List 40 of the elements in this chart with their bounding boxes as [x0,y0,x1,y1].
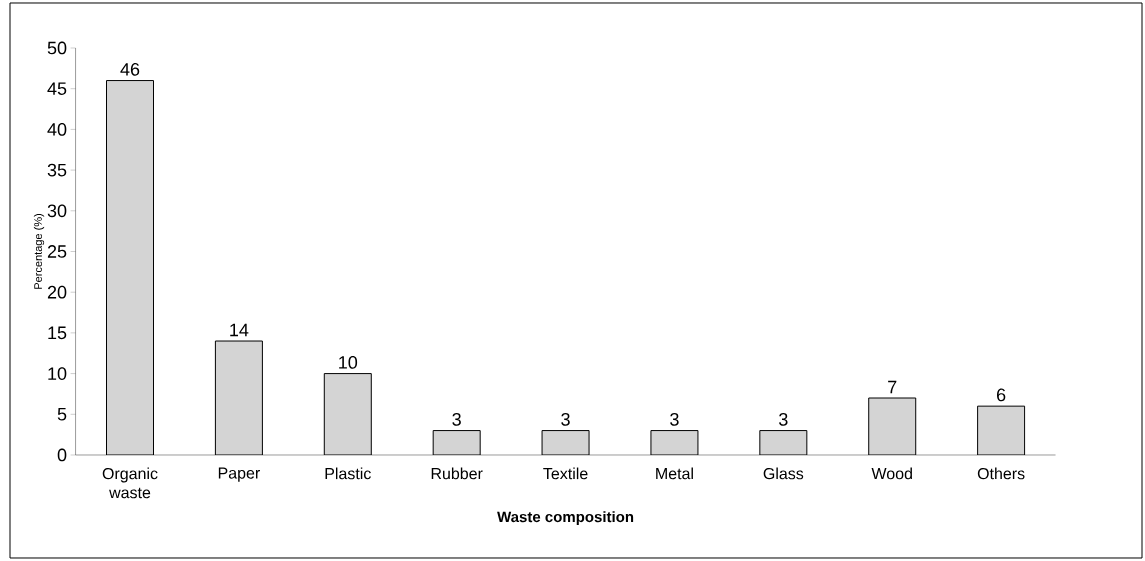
y-tick-label: 50 [47,41,67,55]
x-tick-label: Glass [763,467,804,480]
x-tick-label: Organic waste [102,467,158,499]
bar [323,373,372,455]
data-label: 3 [452,412,461,426]
y-tick-label: 40 [47,123,67,136]
bar [106,80,155,455]
x-tick-label: Textile [543,467,588,480]
x-tick-label: Paper [218,467,260,482]
y-tick-label: 5 [57,408,67,421]
bar [214,340,263,455]
bar [650,430,699,455]
x-tick-label: Others [977,467,1025,480]
y-tick-label: 0 [57,448,67,462]
data-label: 46 [120,62,140,76]
bar [977,405,1026,455]
data-label: 3 [670,412,679,426]
x-tick-label: Wood [871,467,912,480]
x-tick-label: Rubber [431,467,483,480]
x-tick-label: Plastic [325,467,371,480]
y-tick-label: 25 [47,245,67,258]
x-axis-title: Waste composition [497,511,634,526]
y-axis-title: Percentage (%) [33,213,45,289]
bar [432,430,481,455]
data-label: 3 [779,412,788,426]
bar [759,430,808,455]
data-label: 10 [339,356,358,369]
y-tick-label: 15 [48,326,67,340]
y-tick-label: 10 [48,367,67,380]
data-label: 3 [561,412,570,426]
bar [868,397,917,455]
data-label: 7 [888,380,897,394]
y-tick-label: 45 [47,82,67,95]
x-tick-label: Metal [656,467,693,480]
y-tick-label: 30 [47,204,67,218]
y-tick-label: 20 [47,285,67,299]
bar [541,430,590,455]
data-label: 6 [997,388,1006,402]
y-tick-label: 35 [47,163,67,177]
data-label: 14 [230,323,249,337]
